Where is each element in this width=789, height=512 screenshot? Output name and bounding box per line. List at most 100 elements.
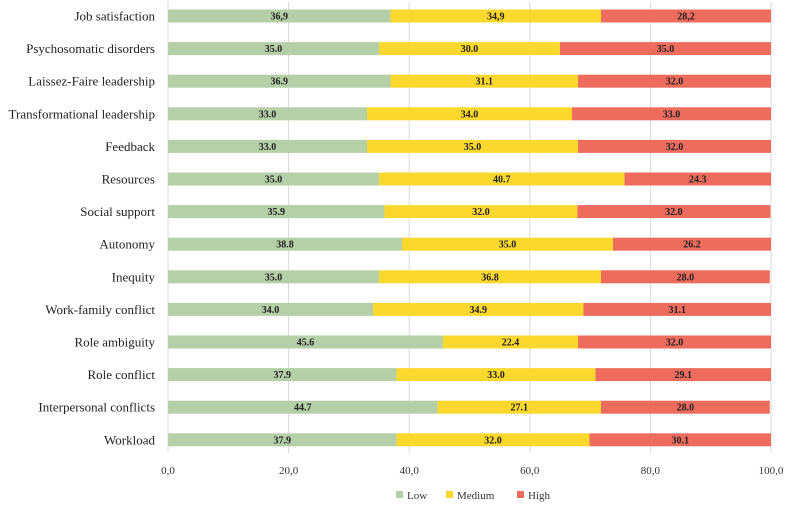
bar-autonomy-medium	[401, 237, 614, 251]
bar-resources-medium	[379, 172, 625, 186]
bar-transformational-leadership-low	[168, 107, 367, 121]
category-label-resources: Resources	[102, 172, 155, 187]
data-label-psychosomatic-disorders-medium: 30.0	[461, 44, 479, 55]
data-label-role-ambiguity-low: 45.6	[297, 338, 315, 349]
data-label-interpersonal-conflicts-low: 44.7	[294, 403, 312, 414]
bar-transformational-leadership-high	[572, 107, 771, 121]
data-label-role-conflict-low: 37.9	[274, 370, 292, 381]
bar-work-family-conflict-high	[583, 302, 771, 316]
bar-laissez-faire-leadership-medium	[390, 74, 579, 88]
x-tick-label-4: 80,0	[641, 465, 661, 477]
legend-swatch-medium	[446, 491, 453, 498]
data-label-workload-high: 30.1	[671, 435, 689, 446]
x-tick-label-1: 20,0	[279, 465, 299, 477]
data-label-transformational-leadership-medium: 34.0	[461, 109, 479, 120]
bar-social-support-low	[168, 205, 385, 219]
data-label-transformational-leadership-low: 33.0	[259, 109, 277, 120]
category-label-work-family-conflict: Work-family conflict	[45, 302, 155, 317]
data-label-autonomy-low: 38.8	[276, 240, 294, 251]
data-label-psychosomatic-disorders-low: 35.0	[265, 44, 283, 55]
bar-role-ambiguity-low	[168, 335, 443, 349]
data-label-feedback-high: 32.0	[666, 142, 684, 153]
data-label-resources-high: 24.3	[689, 175, 707, 186]
data-label-social-support-medium: 32.0	[472, 207, 490, 218]
x-tick-label-5: 100,0	[759, 465, 784, 477]
bars: 36,9 34,9 28,2 35.0 30.0 35.0 36.9 31.1 32.0 33.0…	[168, 9, 771, 447]
bar-laissez-faire-leadership-high	[578, 74, 771, 88]
category-label-social-support: Social support	[80, 204, 155, 219]
data-label-role-ambiguity-medium: 22.4	[502, 338, 520, 349]
legend: Low Medium High	[396, 490, 551, 502]
data-label-workload-medium: 32.0	[484, 435, 502, 446]
bar-inequity-low	[168, 270, 380, 284]
category-label-workload: Workload	[104, 432, 155, 447]
data-label-interpersonal-conflicts-medium: 27.1	[510, 403, 528, 414]
category-labels: Job satisfaction Psychosomatic disorders L…	[9, 9, 156, 448]
data-label-autonomy-medium: 35.0	[499, 240, 517, 251]
bar-feedback-high	[578, 139, 771, 153]
category-label-job-satisfaction: Job satisfaction	[74, 9, 155, 24]
category-label-role-ambiguity: Role ambiguity	[74, 335, 155, 350]
category-label-autonomy: Autonomy	[99, 237, 155, 252]
data-label-social-support-low: 35.9	[267, 207, 285, 218]
data-label-workload-low: 37.9	[274, 435, 292, 446]
x-axis-ticks: 0,0 20,0 40,0 60,0 80,0 100,0	[161, 465, 784, 477]
x-tick-label-0: 0,0	[161, 465, 175, 477]
data-label-social-support-high: 32.0	[665, 207, 683, 218]
bar-autonomy-low	[168, 237, 402, 251]
data-label-job-satisfaction-low: 36,9	[271, 12, 289, 23]
data-label-laissez-faire-leadership-low: 36.9	[271, 77, 289, 88]
data-label-transformational-leadership-high: 33.0	[663, 109, 681, 120]
bar-workload-low	[168, 433, 397, 447]
bar-interpersonal-conflicts-medium	[437, 400, 601, 414]
category-label-transformational-leadership: Transformational leadership	[9, 106, 155, 121]
data-label-resources-low: 35.0	[265, 175, 283, 186]
bar-feedback-low	[168, 139, 367, 153]
data-label-work-family-conflict-high: 31.1	[668, 305, 686, 316]
bar-workload-high	[589, 433, 771, 447]
legend-swatch-low	[396, 491, 403, 498]
category-label-psychosomatic-disorders: Psychosomatic disorders	[26, 41, 155, 56]
bar-psychosomatic-disorders-medium	[379, 42, 560, 56]
bar-work-family-conflict-low	[168, 302, 374, 316]
data-label-job-satisfaction-high: 28,2	[677, 12, 695, 23]
data-label-psychosomatic-disorders-high: 35.0	[657, 44, 675, 55]
data-label-interpersonal-conflicts-high: 28.0	[677, 403, 695, 414]
bar-resources-low	[168, 172, 380, 186]
data-label-role-conflict-high: 29.1	[675, 370, 693, 381]
category-label-role-conflict: Role conflict	[87, 367, 155, 382]
bar-job-satisfaction-high	[600, 9, 771, 23]
data-label-job-satisfaction-medium: 34,9	[487, 12, 505, 23]
x-tick-label-2: 40,0	[400, 465, 420, 477]
bar-psychosomatic-disorders-low	[168, 42, 380, 56]
bar-resources-high	[624, 172, 771, 186]
data-label-autonomy-high: 26.2	[683, 240, 701, 251]
bar-feedback-medium	[366, 139, 579, 153]
bar-interpersonal-conflicts-low	[168, 400, 438, 414]
x-tick-label-3: 60,0	[520, 465, 540, 477]
legend-label-low: Low	[407, 490, 427, 502]
bar-job-satisfaction-medium	[390, 9, 601, 23]
bar-inequity-high	[600, 270, 770, 284]
legend-swatch-high	[517, 491, 524, 498]
bar-role-conflict-high	[595, 368, 771, 382]
data-label-work-family-conflict-low: 34.0	[262, 305, 280, 316]
data-label-laissez-faire-leadership-high: 32.0	[666, 77, 684, 88]
data-label-feedback-low: 33.0	[259, 142, 277, 153]
bar-inequity-medium	[379, 270, 601, 284]
category-label-interpersonal-conflicts: Interpersonal conflicts	[38, 400, 155, 415]
bar-job-satisfaction-low	[168, 9, 391, 23]
category-label-feedback: Feedback	[105, 139, 155, 154]
data-label-inequity-low: 35.0	[265, 272, 283, 283]
category-label-laissez-faire-leadership: Laissez-Faire leadership	[28, 74, 155, 89]
data-label-laissez-faire-leadership-medium: 31.1	[476, 77, 494, 88]
bar-social-support-high	[577, 205, 771, 219]
bar-interpersonal-conflicts-high	[600, 400, 770, 414]
data-label-inequity-high: 28.0	[677, 272, 695, 283]
bar-work-family-conflict-medium	[373, 302, 584, 316]
data-label-inequity-medium: 36.8	[481, 272, 499, 283]
category-label-inequity: Inequity	[112, 269, 156, 284]
data-label-work-family-conflict-medium: 34.9	[469, 305, 487, 316]
bar-workload-medium	[396, 433, 590, 447]
